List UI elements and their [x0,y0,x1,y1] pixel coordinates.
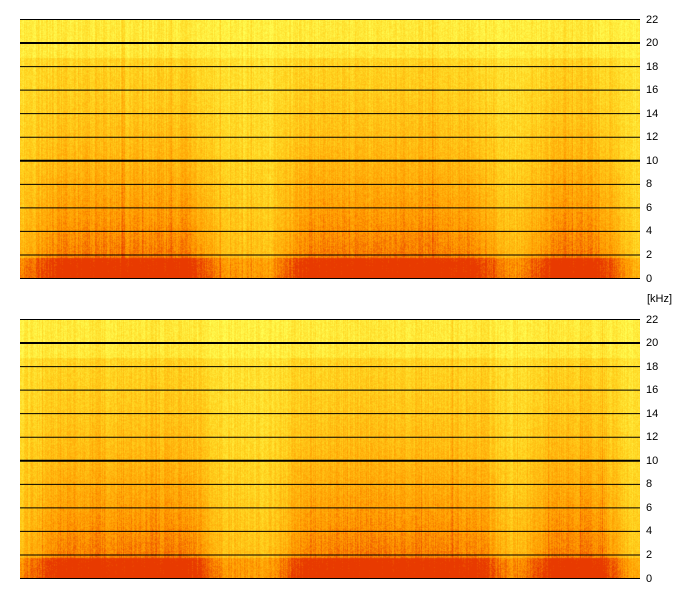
tick-label-top-2: 2 [646,248,653,261]
tick-label-bottom-14: 14 [646,407,659,420]
spectrogram-top [20,19,640,279]
unit-label: [kHz] [647,293,673,305]
tick-label-top-12: 12 [646,131,659,144]
tick-label-top-16: 16 [646,84,659,97]
tick-label-top-14: 14 [646,107,659,120]
tick-label-bottom-20: 20 [646,337,659,350]
spectrogram-image-top [20,19,640,279]
tick-label-bottom-16: 16 [646,384,659,397]
tick-label-bottom-4: 4 [646,525,653,538]
tick-label-top-4: 4 [646,225,653,238]
tick-label-top-18: 18 [646,60,659,73]
tick-label-bottom-8: 8 [646,478,653,491]
grid-lines-bottom [20,319,640,579]
tick-label-top-20: 20 [646,37,659,50]
spectrogram-bottom [20,319,640,579]
tick-label-top-22: 22 [646,13,659,26]
tick-label-top-10: 10 [646,154,659,167]
y-axis-bottom: 0 2 4 6 8 10 12 14 16 18 20 22 [640,314,683,585]
spectrogram-image-bottom [20,319,640,579]
grid-lines-top [20,19,640,279]
tick-label-top-0: 0 [646,272,653,285]
tick-label-bottom-6: 6 [646,501,653,514]
tick-label-bottom-10: 10 [646,454,659,467]
tick-label-bottom-2: 2 [646,548,653,561]
tick-label-top-8: 8 [646,178,653,191]
tick-label-bottom-22: 22 [646,313,659,326]
tick-label-bottom-12: 12 [646,431,659,444]
tick-label-bottom-18: 18 [646,360,659,373]
tick-label-bottom-0: 0 [646,572,653,585]
tick-label-top-6: 6 [646,201,653,214]
y-axis-top: 0 2 4 6 8 10 12 14 16 18 20 22 [640,14,683,285]
